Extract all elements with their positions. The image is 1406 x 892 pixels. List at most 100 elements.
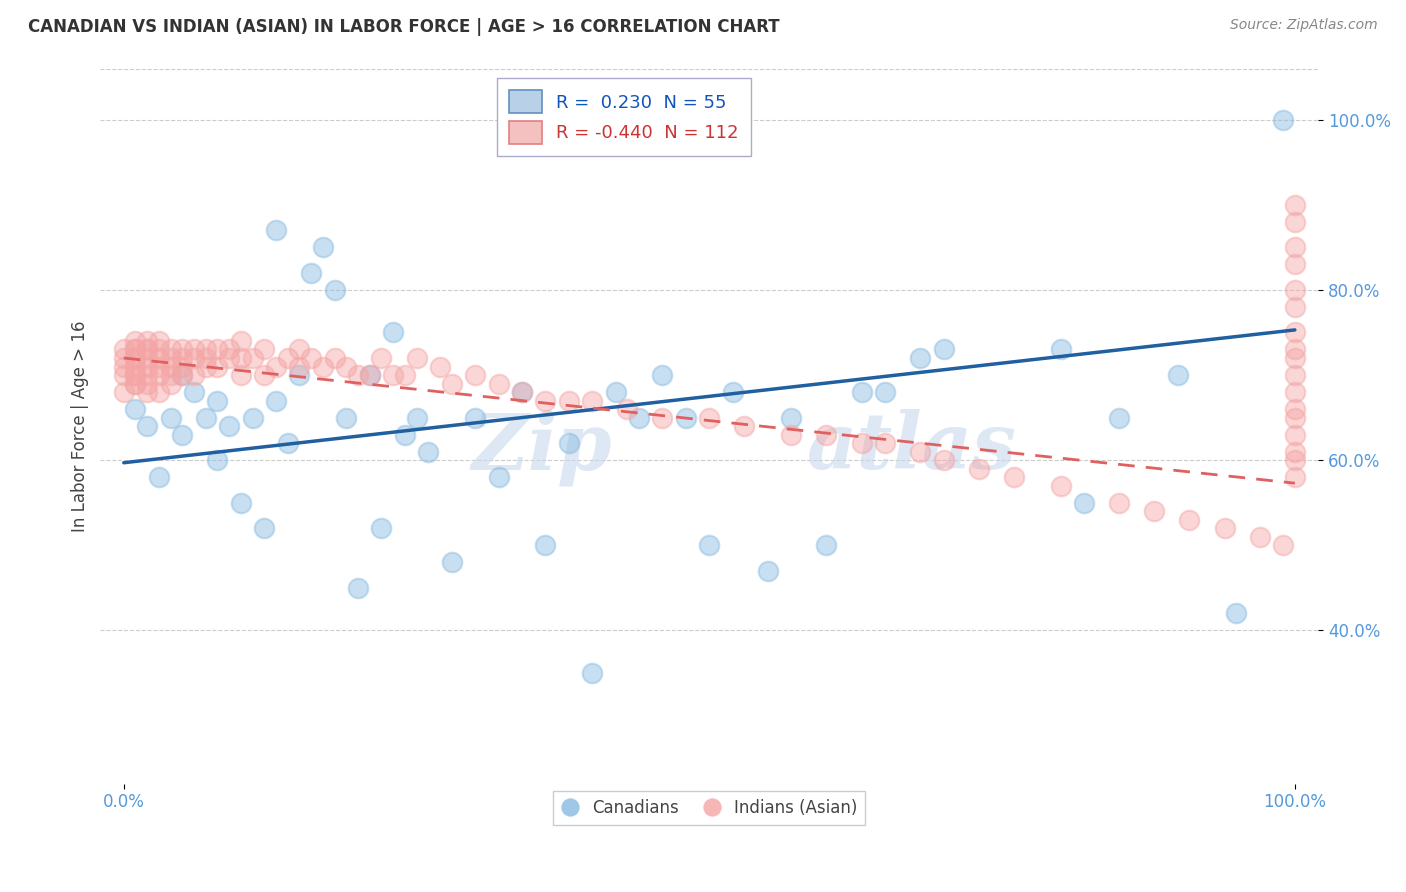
Point <box>124 402 146 417</box>
Point <box>370 351 392 365</box>
Point <box>1284 402 1306 417</box>
Point <box>335 359 357 374</box>
Point <box>581 666 603 681</box>
Point <box>1108 496 1130 510</box>
Point <box>148 359 170 374</box>
Point <box>124 351 146 365</box>
Point <box>1284 326 1306 340</box>
Point <box>1049 343 1071 357</box>
Point <box>207 343 229 357</box>
Point <box>253 521 276 535</box>
Point <box>148 470 170 484</box>
Point <box>172 359 194 374</box>
Point <box>1143 504 1166 518</box>
Point <box>136 351 159 365</box>
Point <box>1284 368 1306 382</box>
Point <box>242 351 264 365</box>
Point <box>851 436 873 450</box>
Point <box>159 410 181 425</box>
Point <box>218 343 240 357</box>
Point <box>697 410 720 425</box>
Point <box>394 427 416 442</box>
Point <box>183 343 205 357</box>
Point <box>124 368 146 382</box>
Text: CANADIAN VS INDIAN (ASIAN) IN LABOR FORCE | AGE > 16 CORRELATION CHART: CANADIAN VS INDIAN (ASIAN) IN LABOR FORC… <box>28 18 780 36</box>
Point <box>1167 368 1189 382</box>
Point <box>218 419 240 434</box>
Point <box>370 521 392 535</box>
Point <box>967 461 990 475</box>
Point <box>299 351 322 365</box>
Point <box>616 402 638 417</box>
Point <box>172 368 194 382</box>
Point <box>1284 283 1306 297</box>
Point <box>605 385 627 400</box>
Point <box>1213 521 1236 535</box>
Point <box>207 453 229 467</box>
Point <box>194 343 217 357</box>
Point <box>136 343 159 357</box>
Point <box>534 538 557 552</box>
Point <box>558 393 581 408</box>
Point <box>124 376 146 391</box>
Point <box>183 385 205 400</box>
Point <box>264 359 287 374</box>
Point <box>756 564 779 578</box>
Point <box>148 351 170 365</box>
Point <box>347 581 370 595</box>
Point <box>136 385 159 400</box>
Point <box>382 326 405 340</box>
Point <box>136 359 159 374</box>
Point <box>440 555 463 569</box>
Text: Zip: Zip <box>471 409 612 486</box>
Point <box>124 376 146 391</box>
Point <box>1272 112 1295 127</box>
Point <box>697 538 720 552</box>
Point <box>908 444 931 458</box>
Point <box>124 334 146 348</box>
Point <box>323 283 346 297</box>
Point <box>488 470 510 484</box>
Point <box>359 368 381 382</box>
Point <box>148 385 170 400</box>
Point <box>229 334 252 348</box>
Point <box>323 351 346 365</box>
Point <box>288 368 311 382</box>
Point <box>277 436 299 450</box>
Point <box>112 385 135 400</box>
Point <box>242 410 264 425</box>
Point <box>1284 410 1306 425</box>
Point <box>136 376 159 391</box>
Point <box>112 368 135 382</box>
Point <box>733 419 755 434</box>
Point <box>1284 300 1306 314</box>
Point <box>1108 410 1130 425</box>
Point <box>675 410 697 425</box>
Legend: Canadians, Indians (Asian): Canadians, Indians (Asian) <box>554 791 865 825</box>
Y-axis label: In Labor Force | Age > 16: In Labor Force | Age > 16 <box>72 320 89 532</box>
Point <box>651 410 673 425</box>
Point <box>1284 351 1306 365</box>
Point <box>1178 513 1201 527</box>
Point <box>253 343 276 357</box>
Point <box>721 385 744 400</box>
Point <box>172 368 194 382</box>
Point <box>229 496 252 510</box>
Point <box>1284 427 1306 442</box>
Point <box>312 240 335 254</box>
Point <box>440 376 463 391</box>
Point <box>1284 215 1306 229</box>
Point <box>124 359 146 374</box>
Point <box>1225 607 1247 621</box>
Point <box>229 351 252 365</box>
Point <box>488 376 510 391</box>
Point <box>148 343 170 357</box>
Point <box>112 351 135 365</box>
Point <box>1249 530 1271 544</box>
Point <box>851 385 873 400</box>
Text: atlas: atlas <box>807 409 1017 486</box>
Point <box>112 343 135 357</box>
Point <box>464 410 486 425</box>
Point <box>136 419 159 434</box>
Point <box>277 351 299 365</box>
